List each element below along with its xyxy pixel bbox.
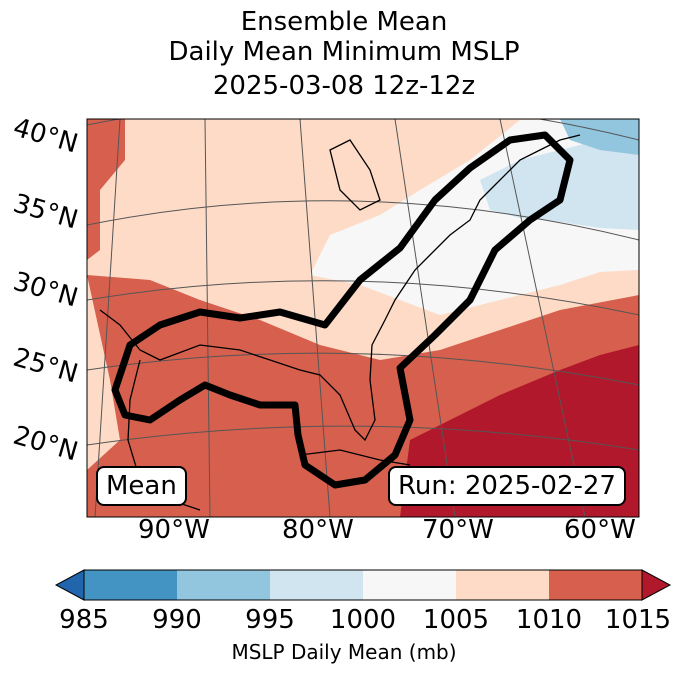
colorbar-segment bbox=[84, 570, 178, 600]
colorbar-segment bbox=[177, 570, 271, 600]
colorbar-segment bbox=[549, 570, 643, 600]
colorbar-extend-high bbox=[641, 569, 672, 601]
colorbar-segment bbox=[456, 570, 550, 600]
colorbar-tick-label: 990 bbox=[152, 605, 202, 635]
colorbar-segments bbox=[54, 569, 672, 601]
colorbar-tick-label: 995 bbox=[245, 605, 295, 635]
map-frame bbox=[86, 118, 640, 518]
colorbar-tick-label: 1010 bbox=[515, 605, 583, 635]
colorbar-label: MSLP Daily Mean (mb) bbox=[231, 640, 457, 664]
coastline-great-lakes bbox=[329, 139, 381, 211]
lon-line-70 bbox=[394, 119, 456, 517]
colorbar-segment bbox=[270, 570, 364, 600]
lon-label-90: 90°W bbox=[138, 515, 210, 545]
colorbar-tick-label: 985 bbox=[59, 605, 109, 635]
colorbar-tick-label: 1015 bbox=[604, 605, 672, 635]
lon-line-60 bbox=[499, 119, 586, 517]
lon-line-90 bbox=[204, 119, 211, 517]
coastline-us bbox=[99, 134, 581, 442]
lon-label-60: 60°W bbox=[564, 515, 636, 545]
colorbar-tick-label: 1000 bbox=[329, 605, 397, 635]
colorbar-frame bbox=[83, 569, 643, 601]
band-990-995 bbox=[560, 119, 639, 155]
title-line-1: Ensemble Mean bbox=[240, 7, 448, 37]
title-line-3: 2025-03-08 12z-12z bbox=[212, 71, 476, 101]
lon-line-80 bbox=[299, 119, 331, 517]
run-date-label: Run: 2025-02-27 bbox=[388, 466, 626, 506]
lat-line-20 bbox=[87, 425, 639, 451]
colorbar-extend-low bbox=[54, 569, 85, 601]
lon-line-95 bbox=[94, 119, 121, 517]
lat-line-25 bbox=[87, 352, 639, 386]
low-pressure-contour bbox=[111, 131, 574, 489]
lat-line-35 bbox=[87, 200, 639, 241]
band-1010-1015-west bbox=[87, 119, 125, 260]
lat-line-40 bbox=[87, 119, 639, 141]
colorbar-segment bbox=[363, 570, 457, 600]
coastline-cuba bbox=[299, 449, 411, 466]
lon-label-70: 70°W bbox=[422, 515, 494, 545]
band-995-1000 bbox=[480, 135, 639, 230]
lon-label-80: 80°W bbox=[282, 515, 354, 545]
mean-label: Mean bbox=[96, 466, 187, 506]
title-line-2: Daily Mean Minimum MSLP bbox=[168, 37, 520, 67]
mslp-field bbox=[87, 119, 639, 517]
colorbar-tick-label: 1005 bbox=[422, 605, 490, 635]
